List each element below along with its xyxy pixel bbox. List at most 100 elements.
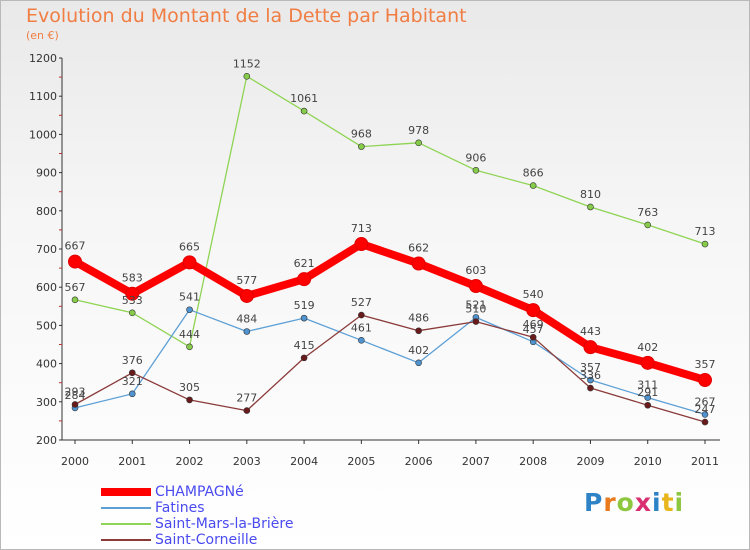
x-tick-label: 2011 bbox=[691, 455, 719, 468]
y-tick-label: 900 bbox=[36, 167, 57, 180]
data-label-saint-corneille: 510 bbox=[465, 303, 486, 316]
legend-label: Saint-Corneille bbox=[155, 532, 258, 548]
data-point-saint-mars-la-briere bbox=[300, 107, 308, 115]
data-point-saint-corneille bbox=[415, 327, 422, 335]
data-label-saint-mars-la-briere: 567 bbox=[65, 281, 86, 294]
y-tick-label: 500 bbox=[36, 319, 57, 332]
data-point-fatines bbox=[358, 336, 365, 344]
x-tick-label: 2010 bbox=[634, 455, 662, 468]
data-label-saint-mars-la-briere: 968 bbox=[351, 128, 372, 141]
x-tick-label: 2007 bbox=[462, 455, 490, 468]
data-point-saint-mars-la-briere bbox=[128, 309, 136, 317]
y-tick-label: 1100 bbox=[29, 90, 57, 103]
x-tick-label: 2000 bbox=[61, 455, 89, 468]
data-point-champagne bbox=[583, 340, 598, 355]
data-point-champagne bbox=[411, 256, 426, 271]
data-label-saint-corneille: 336 bbox=[580, 369, 601, 382]
x-tick-label: 2004 bbox=[290, 455, 318, 468]
data-label-saint-corneille: 293 bbox=[65, 385, 86, 398]
data-label-saint-mars-la-briere: 866 bbox=[523, 167, 544, 180]
data-label-saint-corneille: 415 bbox=[294, 339, 315, 352]
data-label-saint-corneille: 291 bbox=[637, 386, 658, 399]
data-point-saint-corneille bbox=[186, 396, 193, 404]
data-point-champagne bbox=[68, 254, 82, 269]
data-label-fatines: 402 bbox=[408, 344, 429, 357]
legend-swatch bbox=[101, 488, 151, 496]
data-label-champagne: 621 bbox=[294, 257, 315, 270]
data-label-saint-corneille: 469 bbox=[523, 318, 544, 331]
x-tick-label: 2005 bbox=[347, 455, 375, 468]
data-point-fatines bbox=[701, 411, 709, 418]
x-tick-label: 2003 bbox=[233, 455, 261, 468]
data-label-champagne: 357 bbox=[695, 358, 716, 371]
data-point-saint-mars-la-briere bbox=[644, 221, 652, 229]
data-label-saint-corneille: 247 bbox=[695, 403, 716, 416]
y-tick-label: 1200 bbox=[29, 52, 57, 65]
data-label-champagne: 402 bbox=[637, 341, 658, 354]
data-point-saint-mars-la-briere bbox=[529, 182, 537, 189]
series-line-fatines bbox=[74, 309, 706, 416]
data-point-saint-mars-la-briere bbox=[415, 139, 422, 147]
logo-letter-3: o bbox=[616, 488, 635, 517]
data-point-saint-mars-la-briere bbox=[243, 73, 251, 80]
data-label-saint-mars-la-briere: 1152 bbox=[233, 57, 261, 70]
data-label-champagne: 603 bbox=[465, 264, 486, 277]
data-point-saint-mars-la-briere bbox=[587, 203, 594, 211]
y-tick-label: 300 bbox=[36, 396, 57, 409]
data-label-champagne: 665 bbox=[179, 240, 200, 253]
y-tick-label: 1000 bbox=[29, 128, 57, 141]
data-point-fatines bbox=[415, 359, 422, 367]
series-line-saint-corneille bbox=[74, 314, 706, 423]
data-label-saint-mars-la-briere: 810 bbox=[580, 188, 601, 201]
x-tick-label: 2002 bbox=[176, 455, 204, 468]
data-point-saint-corneille bbox=[529, 333, 537, 341]
logo-letter-1: P bbox=[584, 488, 604, 517]
data-point-saint-corneille bbox=[358, 311, 365, 319]
data-label-saint-mars-la-briere: 978 bbox=[408, 124, 429, 137]
data-point-saint-corneille bbox=[243, 407, 251, 414]
logo-letter-6: t bbox=[661, 488, 675, 517]
proxiti-logo: Proxiti bbox=[584, 488, 684, 517]
series-line-saint-mars-la-briere bbox=[74, 75, 706, 348]
x-tick-label: 2001 bbox=[118, 455, 146, 468]
data-point-champagne bbox=[354, 237, 369, 252]
data-point-saint-corneille bbox=[472, 318, 480, 325]
data-point-saint-mars-la-briere bbox=[71, 296, 79, 304]
data-point-champagne bbox=[640, 355, 655, 370]
data-point-fatines bbox=[186, 306, 193, 314]
data-label-champagne: 443 bbox=[580, 325, 601, 338]
data-label-champagne: 713 bbox=[351, 222, 372, 235]
data-label-champagne: 662 bbox=[408, 242, 429, 255]
data-label-champagne: 540 bbox=[523, 288, 544, 301]
y-tick-label: 800 bbox=[36, 205, 57, 218]
data-label-saint-corneille: 305 bbox=[179, 381, 200, 394]
x-tick-label: 2006 bbox=[405, 455, 433, 468]
data-point-fatines bbox=[644, 394, 652, 401]
data-point-saint-corneille bbox=[587, 384, 594, 392]
data-point-saint-mars-la-briere bbox=[472, 167, 480, 174]
x-tick-label: 2009 bbox=[576, 455, 604, 468]
data-label-saint-mars-la-briere: 763 bbox=[637, 206, 658, 219]
data-label-saint-mars-la-briere: 533 bbox=[122, 294, 143, 307]
data-point-saint-mars-la-briere bbox=[358, 143, 365, 150]
data-point-fatines bbox=[128, 390, 136, 398]
data-point-champagne bbox=[698, 373, 712, 388]
data-point-fatines bbox=[587, 376, 594, 384]
logo-letter-2: r bbox=[603, 488, 617, 517]
data-label-saint-mars-la-briere: 444 bbox=[179, 328, 200, 341]
chart-title: Evolution du Montant de la Dette par Hab… bbox=[26, 5, 467, 27]
chart-subtitle: (en €) bbox=[26, 29, 59, 42]
data-point-saint-corneille bbox=[701, 418, 709, 426]
data-label-fatines: 357 bbox=[580, 361, 601, 374]
data-label-saint-corneille: 376 bbox=[122, 354, 143, 367]
data-label-fatines: 484 bbox=[236, 313, 257, 326]
y-tick-label: 200 bbox=[36, 434, 57, 447]
data-point-champagne bbox=[182, 255, 197, 270]
data-label-saint-corneille: 527 bbox=[351, 296, 372, 309]
y-tick-label: 700 bbox=[36, 243, 57, 256]
data-label-champagne: 667 bbox=[65, 240, 86, 253]
legend-swatch bbox=[101, 539, 151, 541]
data-point-saint-mars-la-briere bbox=[186, 343, 193, 351]
